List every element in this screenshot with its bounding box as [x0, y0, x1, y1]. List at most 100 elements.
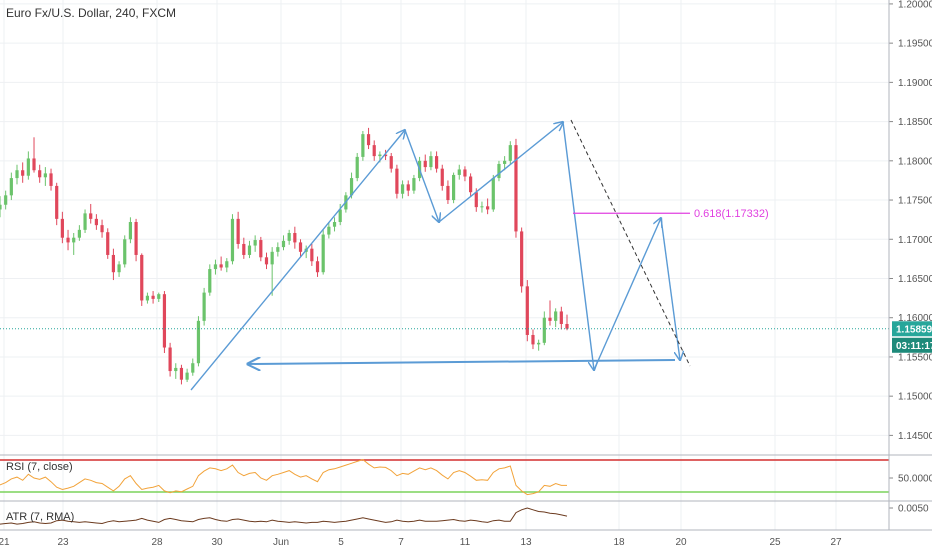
candle-body — [77, 229, 81, 238]
candle-body — [457, 169, 461, 175]
candle-body — [106, 232, 110, 255]
candle-body — [491, 178, 495, 210]
time-axis[interactable]: 21 23 28 30 Jun 5 7 11 13 18 20 25 27 — [0, 529, 932, 548]
candle-body — [548, 317, 552, 321]
candle-body — [123, 239, 127, 265]
candle-body — [72, 237, 76, 243]
time-tick-label: 7 — [398, 537, 404, 548]
candle-body — [179, 367, 184, 380]
candle-body — [264, 257, 269, 265]
candle-body — [259, 240, 263, 258]
candle-body — [372, 145, 376, 157]
price-tick-label: 1.15500 — [898, 352, 932, 363]
candle-body — [145, 295, 150, 301]
time-tick-label: 18 — [613, 537, 625, 548]
candle-body — [332, 222, 337, 227]
price-tick-label: 1.19000 — [898, 78, 932, 89]
candle-body — [537, 342, 541, 345]
candle-body — [315, 261, 320, 273]
candle-body — [117, 264, 121, 273]
pattern-arrow — [438, 122, 563, 223]
atr-label[interactable]: ATR (7, RMA) — [6, 511, 74, 523]
candle-body — [247, 245, 252, 255]
candle-body — [554, 311, 558, 321]
candle-body — [310, 248, 314, 262]
time-tick-label: 21 — [0, 537, 10, 548]
candle-body — [38, 170, 42, 178]
current-price-tag — [892, 321, 932, 337]
price-tick-label: 1.14500 — [898, 431, 932, 442]
candle-body — [406, 184, 410, 191]
candle-body — [463, 169, 467, 177]
rsi-line — [0, 459, 567, 496]
candle-body — [383, 154, 388, 157]
candle-body — [480, 206, 484, 208]
candle-body — [21, 170, 25, 176]
candle-body — [157, 294, 161, 299]
current-price-label: 1.15859 — [896, 324, 932, 335]
price-tick-label: 1.18000 — [898, 156, 932, 167]
candle-body — [134, 222, 138, 255]
countdown-tag — [892, 337, 932, 353]
candles — [0, 127, 569, 385]
rsi-pane: 50.0000 — [0, 459, 932, 496]
candle-body — [565, 323, 569, 329]
price-tick-label: 1.19500 — [898, 39, 932, 50]
atr-tick-label: 0.0050 — [898, 504, 929, 515]
countdown-label: 03:11:17 — [896, 341, 932, 352]
candle-body — [26, 158, 30, 176]
time-tick-label: 27 — [830, 537, 842, 548]
candle-body — [140, 254, 144, 301]
candle-body — [298, 242, 303, 252]
candle-body — [55, 185, 59, 219]
candle-body — [162, 294, 167, 348]
candle-body — [219, 264, 223, 268]
grid — [0, 0, 932, 530]
candle-body — [276, 247, 280, 252]
time-tick-label: 13 — [520, 537, 532, 548]
candle-body — [531, 334, 535, 345]
trend-line-dashed — [570, 119, 691, 367]
rsi-label[interactable]: RSI (7, close) — [6, 461, 73, 473]
candle-body — [355, 156, 359, 179]
candle-body — [191, 363, 195, 373]
time-tick-label: Jun — [273, 537, 289, 548]
price-tick-label: 1.15000 — [898, 392, 932, 403]
candle-body — [242, 243, 246, 255]
price-tick-label: 1.18500 — [898, 117, 932, 128]
candle-body — [89, 213, 93, 219]
candle-body — [293, 232, 297, 243]
candle-body — [349, 178, 354, 196]
candle-body — [281, 240, 286, 248]
price-axis[interactable]: 1.20000 1.19500 1.19000 1.18500 1.18000 1.175… — [888, 0, 932, 530]
time-tick-label: 25 — [769, 537, 781, 548]
fib-level-label: 0.618(1.17332) — [694, 208, 769, 220]
candle-body — [111, 254, 115, 273]
candle-body — [15, 170, 19, 179]
candle-body — [361, 134, 365, 157]
candle-body — [378, 154, 382, 157]
candle-body — [208, 269, 212, 293]
candle-body — [236, 218, 240, 244]
candle-body — [423, 160, 427, 168]
candle-body — [412, 178, 416, 191]
candle-body — [9, 178, 13, 196]
candle-body — [542, 317, 546, 343]
price-tick-label: 1.16500 — [898, 274, 932, 285]
atr-line — [0, 507, 568, 525]
candle-body — [4, 195, 8, 205]
candle-body — [446, 185, 450, 201]
time-tick-label: 23 — [57, 537, 69, 548]
candle-body — [429, 156, 433, 168]
neckline-arrow — [248, 360, 676, 364]
candle-body — [213, 264, 218, 270]
candle-body — [366, 134, 371, 146]
candle-body — [338, 209, 342, 223]
candle-body — [151, 295, 155, 299]
candle-body — [100, 225, 104, 233]
candle-body — [32, 158, 36, 171]
candle-body — [400, 184, 405, 194]
